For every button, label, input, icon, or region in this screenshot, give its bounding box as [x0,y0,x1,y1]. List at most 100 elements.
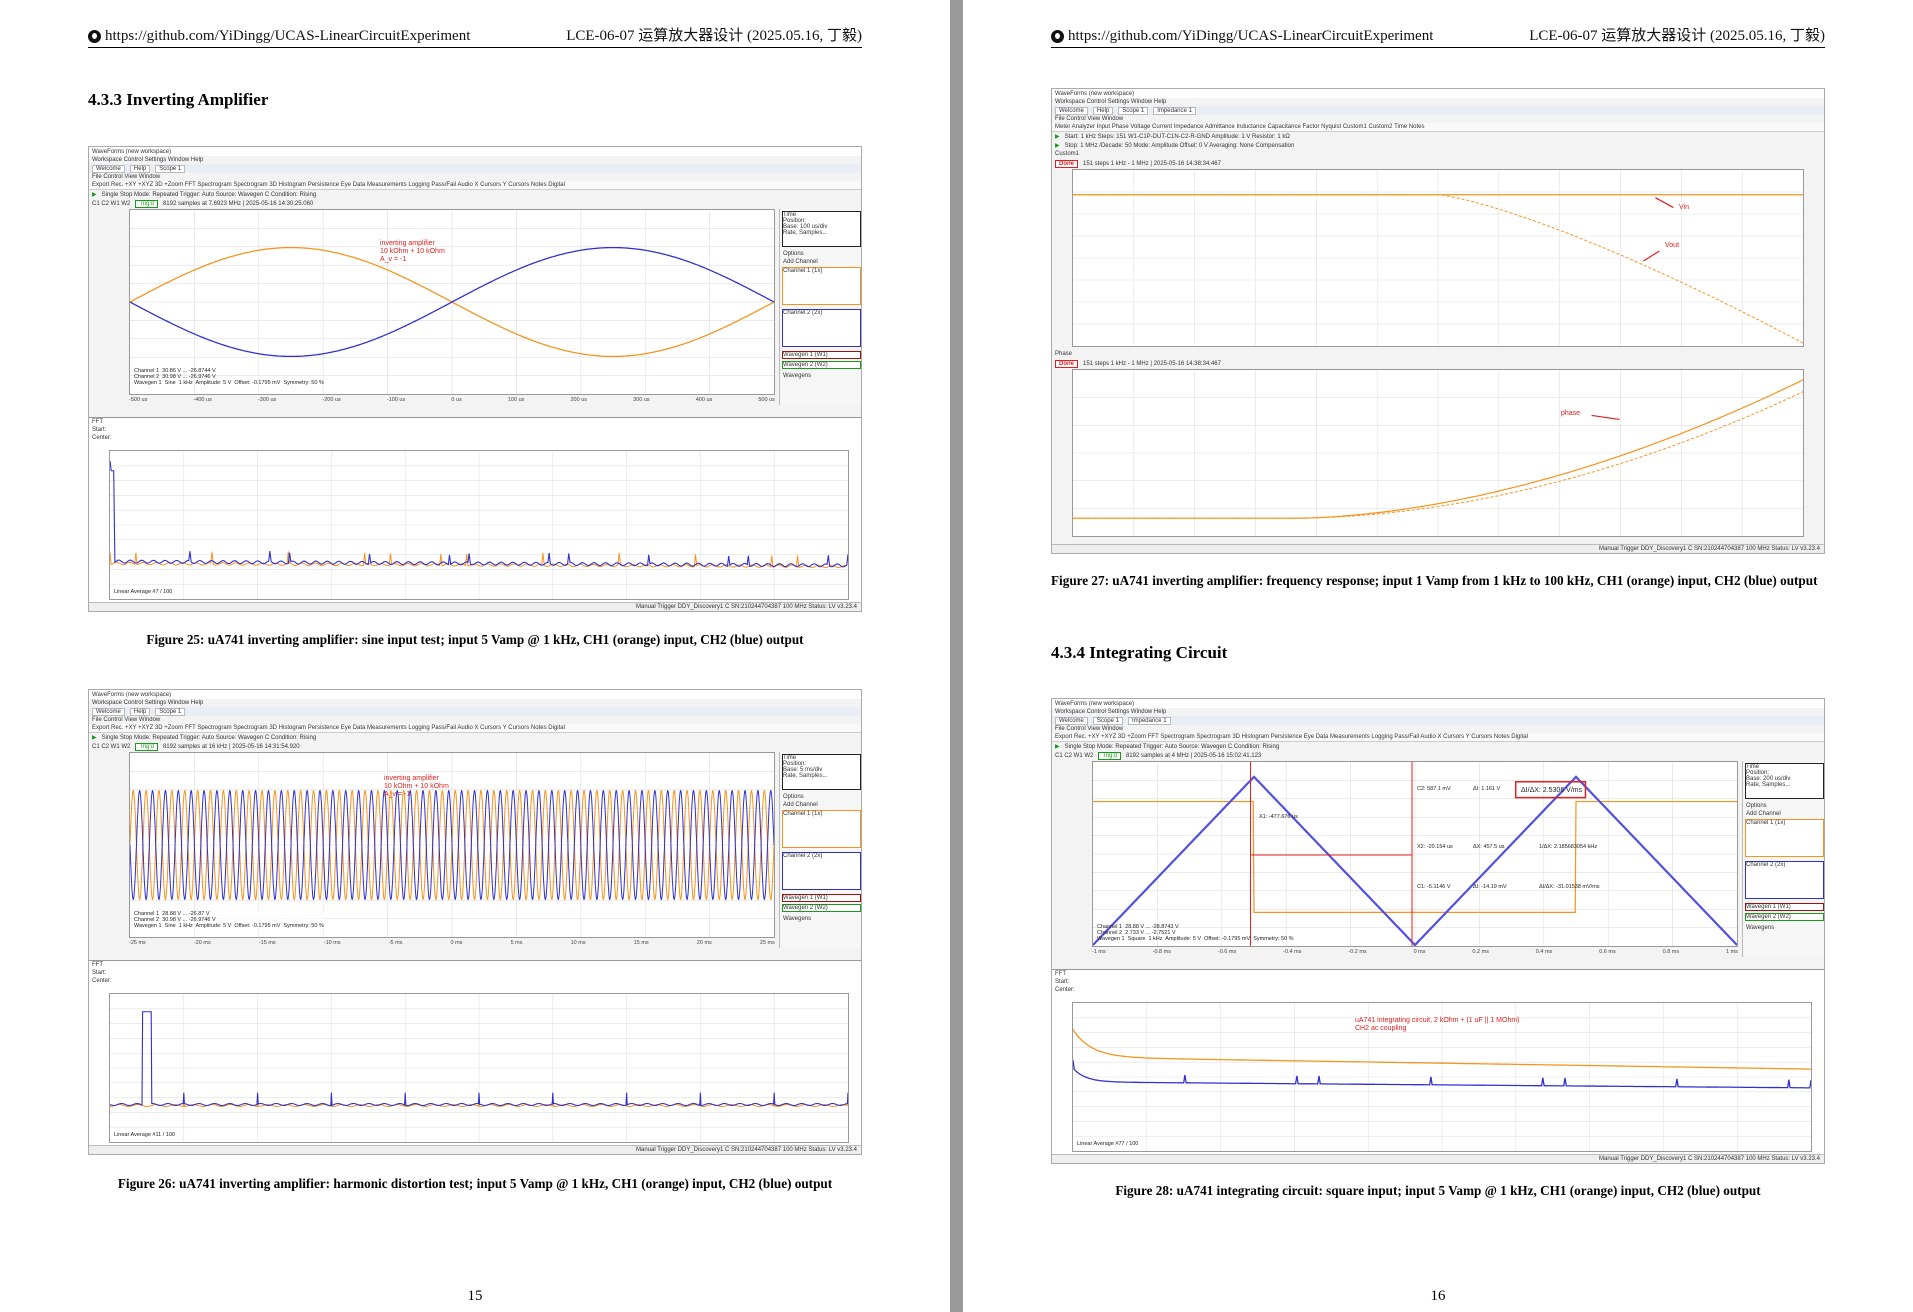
phase-plot: phase [1072,369,1804,537]
x-tick-label: 400 us [695,397,713,403]
x-tick-label: -200 us [322,397,341,403]
right-panel: Time Position: Base: 5 ms/div Rate, Samples… [779,752,861,948]
tab-help[interactable]: Help [129,707,151,716]
plot-annotation: inverting amplifier 10 kOhm + 10 kOhm A_v … [380,240,445,263]
x-axis-labels: -500 us -400 us -300 us -200 us -100 us 0 us 1… [129,397,775,404]
fft-plot: Linear Average #11 / 100 [109,993,849,1143]
tab-welcome[interactable]: Welcome [92,707,125,716]
ch2-trace [1093,775,1737,946]
tab-impedance[interactable]: Impedance 1 [1153,106,1196,115]
tab-scope[interactable]: Scope 1 [155,707,186,716]
tab-welcome[interactable]: Welcome [92,164,125,173]
scope-menu: Export Rec. +XY +XYZ 3D +Zoom FFT Spectr… [92,182,565,188]
magnitude-plot: Vin Vout [1072,169,1804,347]
fft-average: Linear Average #7 / 100 [114,589,173,595]
sample-info: 8192 samples at 4 MHz | 2025-05-16 15:02… [1125,752,1262,759]
tab-help[interactable]: Help [129,164,151,173]
vout-trace [1073,194,1803,344]
header-url[interactable]: https://github.com/YiDingg/UCAS-LinearCi… [1068,28,1434,44]
vin-annotation: Vin [1679,204,1689,211]
add-channel: Add Channel [783,259,818,265]
x-tick-label: -1 ms [1092,949,1106,955]
x-tick-label: -15 ms [258,940,276,946]
x-axis-labels: -25 ms -20 ms -15 ms -10 ms -5 ms 0 ms 5 ms 10 … [129,940,775,947]
sweep-params-2: Stop: 1 MHz /Decade: 50 Mode: Amplitude … [1064,142,1295,149]
x-tick-label: 20 ms [696,940,712,946]
x-tick-label: -0.8 ms [1152,949,1171,955]
fft-pane: FFT Start: Center: Linear Average #11 / … [89,960,861,1154]
time-base: 100 us/div [800,224,828,230]
sample-info: 8192 samples at 16 kHz | 2025-05-16 14:3… [162,743,300,750]
tab-welcome[interactable]: Welcome [1055,106,1088,115]
status-bar: Manual Trigger DDY_Discovery1 C SN:21024… [89,602,861,611]
x-tick-label: 100 us [507,397,525,403]
x-tick-label: 0.6 ms [1599,949,1616,955]
fft-plot: uA741 integrating circuit, 2 kOhm + (1 u… [1072,1002,1812,1152]
window-title: WaveForms (new workspace) [92,148,172,155]
x-tick-label: 0 ms [1413,949,1426,955]
section-heading: 4.3.4 Integrating Circuit [1051,643,1228,662]
tab-help[interactable]: Help [1092,106,1114,115]
time-plot: inverting amplifier 10 kOhm + 10 kOhm A_v … [129,752,775,938]
figure-27-caption: Figure 27: uA741 inverting amplifier: fr… [1051,573,1818,588]
x-tick-label: -0.4 ms [1283,949,1302,955]
ch1-label: Channel 1 (1x) [783,268,823,274]
right-panel: Time Position: Base: 200 us/div Rate, Sampl… [1742,761,1824,957]
x-tick-label: -300 us [257,397,277,403]
slope-annotation: ΔI/ΔX: 2.5306 V/ms [1521,787,1583,794]
fft-plot: Linear Average #7 / 100 [109,450,849,600]
channel-info: Channel 1 28.88 V ... -28.8743 V Channel … [1097,924,1294,942]
options: Options [783,251,804,257]
x-tick-label: 15 ms [633,940,649,946]
github-icon [1051,30,1064,43]
figure-28-caption: Figure 28: uA741 integrating circuit: sq… [1115,1183,1761,1198]
play-icon: ▶ [92,735,97,741]
x-tick-label: 10 ms [570,940,586,946]
time-plot: ΔI/ΔX: 2.5306 V/ms C2: 587.1 mV ΔI: 1.16… [1092,761,1738,947]
file-menu: File Control View Window [92,174,161,180]
x-tick-label: -5 ms [388,940,403,946]
time-label: Time [783,212,797,218]
x-tick-label: 500 us [758,397,775,403]
menu-bar: Workspace Control Settings Window Help [92,157,204,163]
header-doc-title: LCE-06-07 运算放大器设计 (2025.05.16, 丁毅) [566,28,862,44]
x-tick-label: 0.8 ms [1662,949,1680,955]
ch2-trace [130,246,774,358]
tab-scope[interactable]: Scope 1 [1118,106,1149,115]
x-tick-label: -100 us [386,397,406,403]
x-axis-labels: -1 ms -0.8 ms -0.6 ms -0.4 ms -0.2 ms 0 ms 0.2… [1092,949,1738,956]
fft-annotation: uA741 integrating circuit, 2 kOhm + (1 u… [1355,1017,1520,1032]
custom-pane-label: Custom1 [1055,151,1080,157]
figure-25-screenshot: WaveForms (new workspace) Workspace Cont… [88,146,862,612]
tab-welcome[interactable]: Welcome [1055,716,1088,725]
run-bar: Single Stop Mode: Repeated Trigger: Auto… [101,191,317,198]
ch2-label: Channel 2 (2x) [783,310,823,316]
channel-info: Channel 1 30.86 V ... -26.8744 V Channel … [134,368,324,386]
x-tick-label: -10 ms [323,940,341,946]
page-number: 15 [467,1288,483,1304]
x-tick-label: -500 us [129,397,148,403]
play-icon: ▶ [92,192,97,198]
x-tick-label: 300 us [633,397,650,403]
tab-scope[interactable]: Scope 1 [155,164,186,173]
header-url[interactable]: https://github.com/YiDingg/UCAS-LinearCi… [105,28,471,44]
phase-pane-label: Phase [1055,351,1073,357]
tab-impedance[interactable]: Impedance 1 [1127,716,1171,725]
x-tick-label: -400 us [193,397,212,403]
x-tick-label: 0 us [451,397,462,403]
tab-scope[interactable]: Scope 1 [1092,716,1123,725]
x-tick-label: 5 ms [510,940,523,946]
header-doc-title: LCE-06-07 运算放大器设计 (2025.05.16, 丁毅) [1529,28,1825,44]
sample-info: 8192 samples at 7.6923 MHz | 2025-05-16 … [162,200,314,207]
github-icon [88,30,101,43]
fft-pane: FFT Start: Center: Linear Average #7 / 1… [89,417,861,611]
x-tick-label: 0 ms [450,940,463,946]
page-number: 16 [1430,1288,1446,1304]
ch2-trace [130,789,774,901]
channel-info: Channel 1 28.88 V ... -26.87 V Channel 2 … [134,911,324,929]
figure-28-screenshot: WaveForms (new workspace) Workspace Cont… [1051,698,1825,1164]
figure-27-screenshot: WaveForms (new workspace) Workspace Cont… [1051,88,1825,554]
vout-annotation: Vout [1665,242,1680,249]
trig-status: Trig'd [135,199,158,208]
channel-list: C1 C2 W1 W2 [92,200,131,207]
